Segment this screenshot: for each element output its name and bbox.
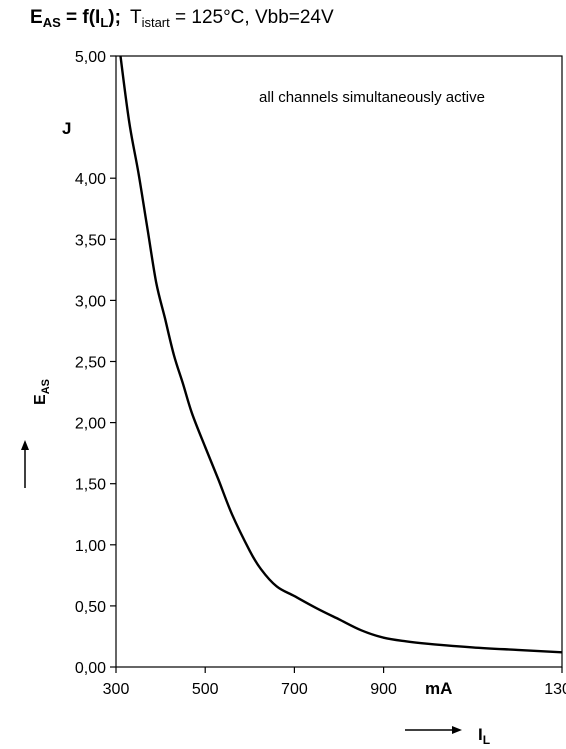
title-cond-t: T — [130, 7, 142, 28]
title-eas: E — [30, 7, 43, 28]
x-axis-label: IL — [478, 725, 490, 747]
y-tick-label: 2,50 — [75, 355, 106, 372]
y-tick-label: 3,50 — [75, 232, 106, 249]
x-unit-label: mA — [425, 679, 452, 698]
y-tick-label: 2,00 — [75, 416, 106, 433]
x-tick-label: 500 — [192, 681, 219, 698]
y-axis-label-main: E — [32, 394, 49, 405]
x-axis-label-sub: L — [483, 733, 490, 747]
title-func: = f(I — [61, 7, 101, 28]
title-cond-sub: istart — [142, 15, 171, 30]
y-tick-group: 0,00 0,50 1,00 1,50 2,00 2,50 3,00 3,50 4,00 5,00 — [75, 49, 116, 677]
x-tick-label: 300 — [103, 681, 130, 698]
x-tick-label: 900 — [370, 681, 397, 698]
y-unit-label: J — [62, 119, 71, 138]
x-tick-label: 700 — [281, 681, 308, 698]
y-axis-arrow — [21, 440, 29, 488]
y-tick-label: 0,50 — [75, 599, 106, 616]
x-tick-group: 300 500 700 900 1300 — [103, 667, 566, 698]
y-tick-label: 5,00 — [75, 49, 106, 66]
x-axis-label-main: I — [478, 725, 483, 744]
chart-annotation: all channels simultaneously active — [259, 89, 485, 106]
y-tick-label: 4,00 — [75, 171, 106, 188]
series-line — [119, 55, 563, 654]
x-tick-label: 1300 — [544, 681, 566, 698]
y-tick-label: 0,00 — [75, 660, 106, 677]
y-tick-label: 1,50 — [75, 477, 106, 494]
y-axis-label-sub: AS — [40, 379, 52, 394]
plot-frame — [115, 55, 563, 668]
title-func-sub: L — [100, 15, 108, 30]
title-func-end: ); — [108, 7, 121, 28]
title-eas-sub: AS — [43, 15, 61, 30]
y-tick-label: 1,00 — [75, 538, 106, 555]
y-axis-label: EAS — [32, 379, 52, 405]
y-tick-label: 3,00 — [75, 293, 106, 310]
chart-title: EAS = f(IL); Tistart = 125°C, Vbb=24V — [30, 7, 334, 30]
x-axis-arrow — [405, 726, 462, 734]
title-cond-rest: = 125°C, Vbb=24V — [170, 7, 334, 28]
